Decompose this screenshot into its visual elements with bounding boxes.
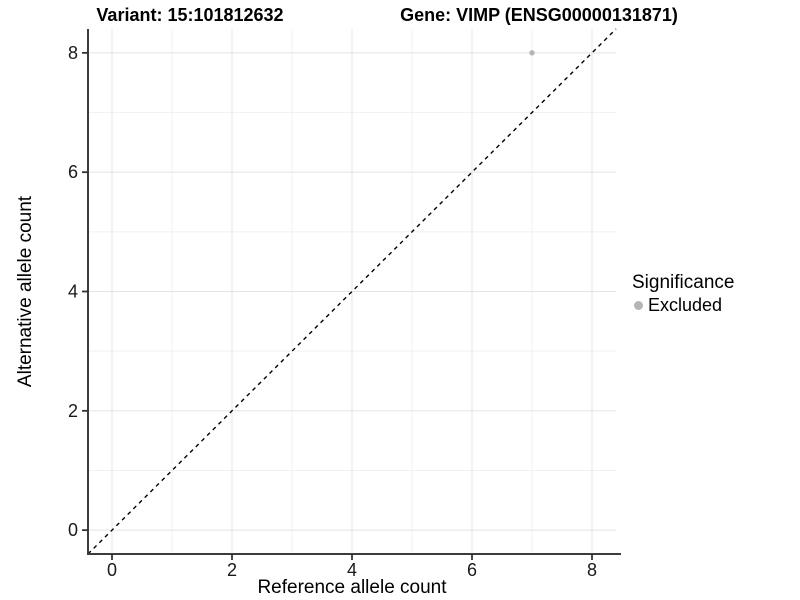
legend-entry-label: Excluded <box>648 295 723 315</box>
y-tick-label: 0 <box>68 520 78 540</box>
x-tick-label: 8 <box>587 560 597 580</box>
x-tick-label: 2 <box>227 560 237 580</box>
plot-title-gene: Gene: VIMP (ENSG00000131871) <box>400 5 678 25</box>
data-point-excluded <box>529 50 535 56</box>
x-tick-label: 4 <box>347 560 357 580</box>
excluded-point-icon <box>634 300 643 310</box>
y-tick-label: 2 <box>68 401 78 421</box>
legend-entry-excluded: Excluded <box>632 295 734 315</box>
legend-title: Significance <box>632 272 735 293</box>
y-tick-label: 8 <box>68 43 78 63</box>
legend: Significance Excluded <box>632 272 734 315</box>
y-axis-title: Alternative allele count <box>15 195 36 387</box>
x-tick-label: 6 <box>467 560 477 580</box>
x-axis-title: Reference allele count <box>257 577 447 598</box>
plot-title-variant: Variant: 15:101812632 <box>96 5 284 25</box>
x-tick-label: 0 <box>107 560 117 580</box>
y-tick-label: 6 <box>68 162 78 182</box>
y-tick-label: 4 <box>68 282 78 302</box>
